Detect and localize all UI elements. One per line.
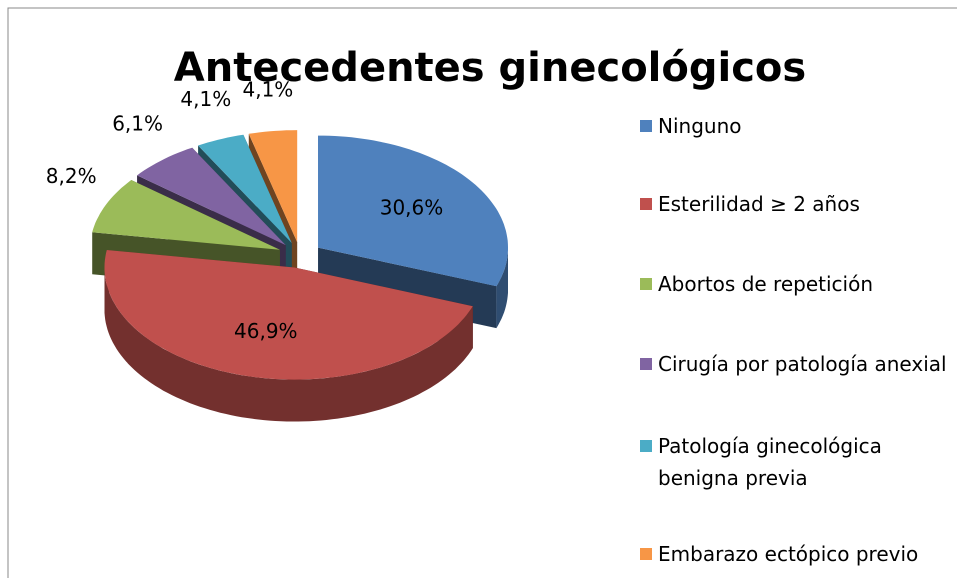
slice-wall [104, 267, 473, 422]
data-label: 4,1% [242, 77, 293, 101]
legend-label: Embarazo ectópico previo [658, 542, 919, 566]
data-label: 4,1% [180, 87, 231, 111]
legend-label: Cirugía por patología anexial [658, 352, 947, 376]
legend-item: Cirugía por patología anexial [640, 348, 950, 380]
legend-item: Patología ginecológica benigna previa [640, 430, 950, 494]
legend-swatch [640, 278, 652, 290]
legend-item: Embarazo ectópico previo [640, 538, 950, 570]
legend-label: Esterilidad ≥ 2 años [658, 192, 860, 216]
data-label: 30,6% [380, 196, 444, 220]
legend-item: Esterilidad ≥ 2 años [640, 188, 950, 220]
slice-top [137, 147, 286, 246]
legend-swatch [640, 358, 652, 370]
legend-label: Abortos de repetición [658, 272, 873, 296]
slice-wall [496, 247, 508, 329]
legend-swatch [640, 120, 652, 132]
slice [104, 250, 473, 422]
legend-item: Abortos de repetición [640, 268, 950, 300]
data-label: 6,1% [112, 111, 163, 135]
chart-title: Antecedentes ginecológicos [174, 45, 806, 91]
legend-item: Ninguno [640, 110, 950, 142]
data-label: 8,2% [46, 164, 97, 188]
data-label: 46,9% [234, 319, 298, 343]
legend-swatch [640, 548, 652, 560]
slice-top [198, 134, 292, 243]
slice-top [92, 180, 280, 250]
legend-swatch [640, 440, 652, 452]
chart-border [7, 7, 957, 578]
legend-swatch [640, 198, 652, 210]
legend-label: Patología ginecológica benigna previa [658, 434, 882, 490]
slice-top [104, 250, 473, 380]
legend-label: Ninguno [658, 114, 742, 138]
slice-top [248, 130, 298, 243]
slice-top [318, 135, 508, 287]
